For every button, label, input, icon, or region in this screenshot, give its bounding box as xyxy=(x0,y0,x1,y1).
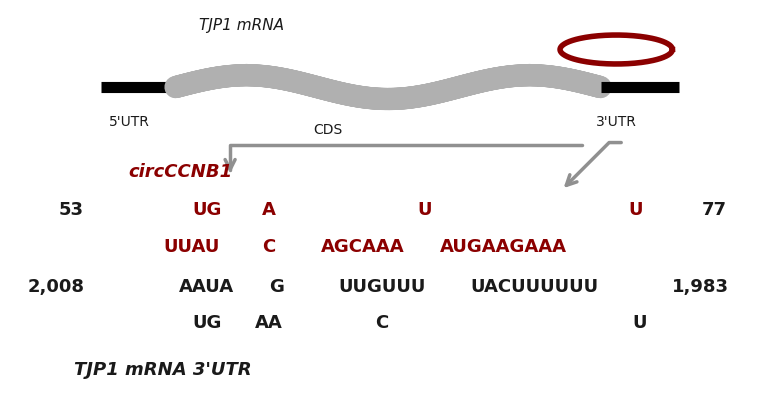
Text: AGCAAA: AGCAAA xyxy=(321,238,405,257)
Text: U: U xyxy=(633,314,647,332)
Text: 77: 77 xyxy=(702,201,727,219)
Text: A: A xyxy=(262,201,276,219)
Text: UUAU: UUAU xyxy=(163,238,219,257)
Text: circCCNB1: circCCNB1 xyxy=(129,163,232,181)
Text: U: U xyxy=(418,201,432,219)
Text: U: U xyxy=(629,201,643,219)
Text: 3'UTR: 3'UTR xyxy=(596,115,636,129)
Text: 5'UTR: 5'UTR xyxy=(109,115,150,129)
Text: 53: 53 xyxy=(58,201,83,219)
Text: UUGUUU: UUGUUU xyxy=(339,278,426,296)
Text: 1,983: 1,983 xyxy=(672,278,729,296)
Text: C: C xyxy=(263,238,275,257)
Text: UG: UG xyxy=(192,314,222,332)
Text: AAUA: AAUA xyxy=(179,278,234,296)
Text: C: C xyxy=(376,314,388,332)
Text: AUGAAGAAA: AUGAAGAAA xyxy=(440,238,566,257)
Text: TJP1 mRNA: TJP1 mRNA xyxy=(200,18,284,33)
Text: G: G xyxy=(269,278,285,296)
Text: UG: UG xyxy=(192,201,222,219)
Text: CDS: CDS xyxy=(313,123,342,137)
Text: AA: AA xyxy=(255,314,283,332)
Text: 2,008: 2,008 xyxy=(27,278,84,296)
Text: UACUUUUUU: UACUUUUUU xyxy=(470,278,598,296)
Text: TJP1 mRNA 3'UTR: TJP1 mRNA 3'UTR xyxy=(74,361,252,379)
